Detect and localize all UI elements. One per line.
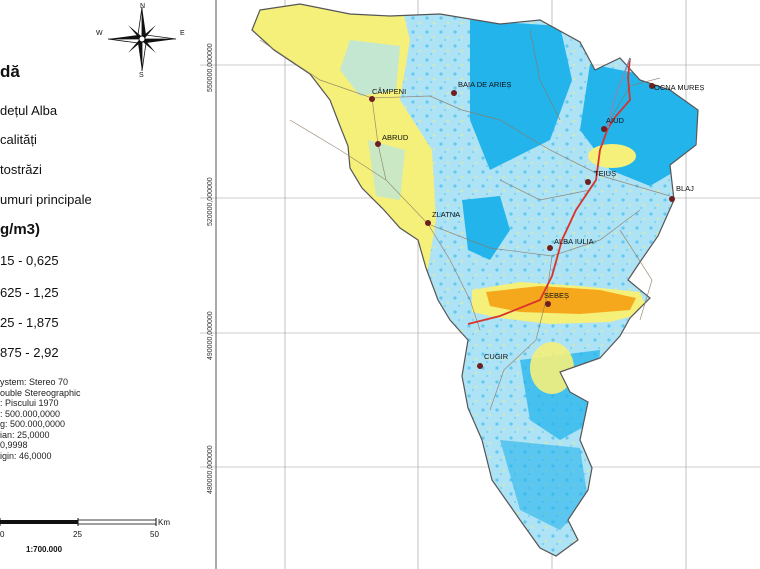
legend-item-highways: tostrăzi (0, 162, 42, 177)
compass-w: W (96, 30, 103, 37)
town-label-alba-iulia: ALBA IULIA (554, 237, 594, 246)
projection-info: ystem: Stereo 70 ouble Stereographic : P… (0, 377, 81, 461)
northing-label: 480000,000000 (207, 445, 214, 494)
class-2-area-north (470, 20, 572, 170)
town-dot-baia-de-aries (451, 90, 457, 96)
town-label-campeni: CÂMPENI (372, 87, 406, 96)
legend-unit-label: g/m3) (0, 221, 41, 238)
scale-unit: Km (158, 518, 170, 527)
northing-label: 550000,000000 (207, 43, 214, 92)
legend-class-4: 875 - 2,92 (0, 345, 59, 360)
town-dot-alba-iulia (547, 245, 553, 251)
projection-line: igin: 46,0000 (0, 450, 52, 461)
projection-line: : Piscului 1970 (0, 398, 59, 408)
town-dot-ocna-mures (649, 83, 655, 89)
town-dot-blaj (669, 196, 675, 202)
town-dot-campeni (369, 96, 375, 102)
town-label-abrud: ABRUD (382, 133, 409, 142)
town-label-teius: TEIUȘ (594, 169, 616, 178)
legend-class-3: 25 - 1,875 (0, 315, 59, 330)
legend-item-main-roads: umuri principale (0, 192, 92, 207)
town-markers: CÂMPENI BAIA DE ARIEȘ ABRUD ZLATNA AIUD … (369, 80, 704, 369)
town-label-blaj: BLAJ (676, 184, 694, 193)
projection-line: : 500.000,0000 (0, 408, 61, 419)
town-label-cugir: CUGIR (484, 352, 509, 361)
projection-line: 0,9998 (0, 440, 28, 450)
legend-class-1: 15 - 0,625 (0, 253, 59, 268)
northing-label: 520000,000000 (207, 177, 214, 226)
highway-a1 (467, 57, 631, 325)
scale-tick-0: 0 (0, 530, 5, 539)
town-label-baia-de-aries: BAIA DE ARIEȘ (458, 80, 511, 89)
northing-label: 490000,000000 (207, 311, 214, 360)
town-label-zlatna: ZLATNA (432, 210, 460, 219)
compass-n: N (140, 3, 145, 10)
legend-class-2: 625 - 1,25 (0, 285, 59, 300)
legend-item-county: dețul Alba (0, 103, 58, 118)
pollution-map: 550000,000000 520000,000000 490000,00000… (200, 0, 760, 569)
town-dot-zlatna (425, 220, 431, 226)
projection-line: ouble Stereographic (0, 387, 81, 398)
town-dot-abrud (375, 141, 381, 147)
town-label-aiud: AIUD (606, 116, 625, 125)
town-dot-aiud (601, 126, 607, 132)
legend-item-localities: calități (0, 132, 37, 147)
scale-tick-50: 50 (150, 530, 159, 539)
projection-line: g: 500.000,0000 (0, 419, 66, 429)
main-roads-layer (259, 29, 671, 411)
scale-tick-25: 25 (73, 530, 82, 539)
scale-ratio: 1:700.000 (26, 545, 63, 554)
map-legend: dă dețul Alba calități tostrăzi umuri pr… (0, 0, 200, 569)
town-dot-cugir (477, 363, 483, 369)
projection-line: ystem: Stereo 70 (0, 377, 69, 387)
town-dot-sebes (545, 301, 551, 307)
class-3-area-teius (588, 144, 636, 168)
town-label-ocna-mures: OCNA MUREȘ (654, 83, 704, 92)
scale-bar: Km 0 25 50 1:700.000 (0, 518, 170, 554)
legend-title: dă (0, 62, 20, 81)
highway-a10 (607, 57, 631, 129)
compass-rose-icon: N S E W (96, 3, 185, 78)
town-label-sebes: SEBEȘ (544, 291, 569, 300)
compass-s: S (139, 72, 144, 78)
projection-line: ian: 25,0000 (0, 429, 50, 440)
compass-e: E (180, 30, 185, 37)
town-dot-teius (585, 179, 591, 185)
